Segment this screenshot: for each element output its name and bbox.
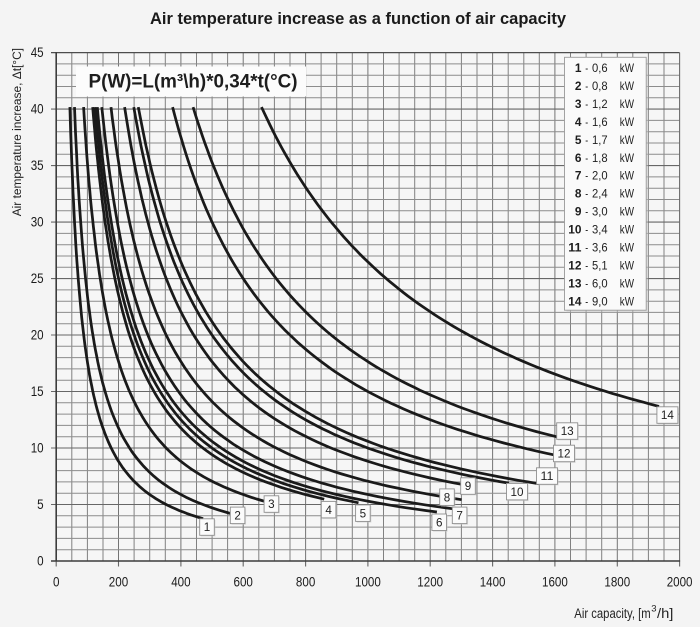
svg-text:3: 3 [575,97,582,111]
svg-text:6: 6 [575,151,582,165]
svg-text:9: 9 [465,479,472,493]
svg-text:1: 1 [204,520,211,534]
svg-text:8: 8 [444,490,451,504]
svg-text:35: 35 [31,158,44,173]
svg-text:5: 5 [360,506,367,520]
svg-text:9,0: 9,0 [592,294,608,308]
svg-text:5,1: 5,1 [592,258,608,272]
svg-text:10: 10 [568,223,582,237]
svg-text:-: - [585,205,588,219]
svg-text:kW: kW [620,151,635,165]
svg-text:1,6: 1,6 [592,115,608,129]
svg-text:-: - [585,294,588,308]
svg-text:-: - [585,151,588,165]
svg-text:25: 25 [31,271,44,286]
svg-text:1: 1 [575,61,582,75]
svg-text:13: 13 [568,276,582,290]
svg-text:1600: 1600 [542,574,568,589]
svg-text:3,0: 3,0 [592,205,608,219]
svg-text:kW: kW [620,187,635,201]
svg-text:-: - [585,133,588,147]
svg-text:12: 12 [558,447,571,461]
svg-text:14: 14 [568,294,582,308]
svg-text:3,6: 3,6 [592,241,608,255]
svg-text:20: 20 [31,328,44,343]
svg-text:-: - [585,61,588,75]
svg-text:1400: 1400 [480,574,506,589]
svg-text:1800: 1800 [604,574,630,589]
svg-text:11: 11 [541,469,554,483]
svg-text:Air capacity, [m: Air capacity, [m [574,606,650,621]
svg-text:kW: kW [620,205,635,219]
svg-text:7: 7 [575,169,582,183]
svg-text:10: 10 [511,485,524,499]
svg-text:-: - [585,79,588,93]
svg-text:1,2: 1,2 [592,97,608,111]
svg-text:40: 40 [31,102,44,117]
svg-text:kW: kW [620,97,635,111]
svg-text:0: 0 [37,554,44,569]
svg-text:12: 12 [568,258,582,272]
svg-text:-: - [585,223,588,237]
svg-text:-: - [585,115,588,129]
svg-text:1,8: 1,8 [592,151,608,165]
svg-text:0: 0 [53,574,60,589]
svg-text:kW: kW [620,133,635,147]
svg-text:6,0: 6,0 [592,276,608,290]
svg-text:2: 2 [234,509,241,523]
svg-text:3,4: 3,4 [592,223,608,237]
svg-text:600: 600 [234,574,254,589]
svg-text:4: 4 [575,115,582,129]
svg-text:3: 3 [651,604,656,615]
svg-text:-: - [585,258,588,272]
svg-text:9: 9 [575,205,582,219]
svg-text:8: 8 [575,187,582,201]
svg-text:kW: kW [620,169,635,183]
svg-text:0,8: 0,8 [592,79,608,93]
svg-text:kW: kW [620,223,635,237]
svg-text:1000: 1000 [355,574,381,589]
svg-text:1200: 1200 [417,574,443,589]
svg-text:kW: kW [620,79,635,93]
svg-text:-: - [585,187,588,201]
svg-text:-: - [585,241,588,255]
svg-text:kW: kW [620,115,635,129]
svg-text:kW: kW [620,276,635,290]
svg-text:11: 11 [568,241,582,255]
svg-text:200: 200 [109,574,129,589]
svg-text:2000: 2000 [667,574,693,589]
svg-text:10: 10 [31,441,44,456]
svg-text:/h]: /h] [657,606,673,621]
svg-text:P(W)=L(m³\h)*0,34*t(°C): P(W)=L(m³\h)*0,34*t(°C) [89,72,298,93]
svg-text:5: 5 [37,497,44,512]
svg-text:6: 6 [436,516,443,530]
svg-text:-: - [585,276,588,290]
svg-text:7: 7 [456,509,463,523]
svg-text:2,0: 2,0 [592,169,608,183]
svg-text:kW: kW [620,294,635,308]
svg-text:13: 13 [561,424,574,438]
svg-text:4: 4 [325,503,332,517]
svg-text:1,7: 1,7 [592,133,608,147]
svg-text:kW: kW [620,61,635,75]
svg-text:Air temperature increase as a: Air temperature increase as a function o… [150,10,567,28]
svg-text:45: 45 [31,45,44,60]
svg-text:0,6: 0,6 [592,61,608,75]
svg-text:-: - [585,169,588,183]
svg-text:kW: kW [620,258,635,272]
svg-text:3: 3 [268,497,275,511]
svg-text:2: 2 [575,79,582,93]
svg-text:kW: kW [620,241,635,255]
svg-text:15: 15 [31,384,44,399]
svg-text:30: 30 [31,215,44,230]
svg-text:400: 400 [171,574,191,589]
svg-text:2,4: 2,4 [592,187,608,201]
svg-text:Air temperature increase, Δt[°: Air temperature increase, Δt[°C] [10,48,24,216]
svg-text:800: 800 [296,574,316,589]
svg-text:-: - [585,97,588,111]
svg-text:14: 14 [661,408,674,422]
svg-text:5: 5 [575,133,582,147]
